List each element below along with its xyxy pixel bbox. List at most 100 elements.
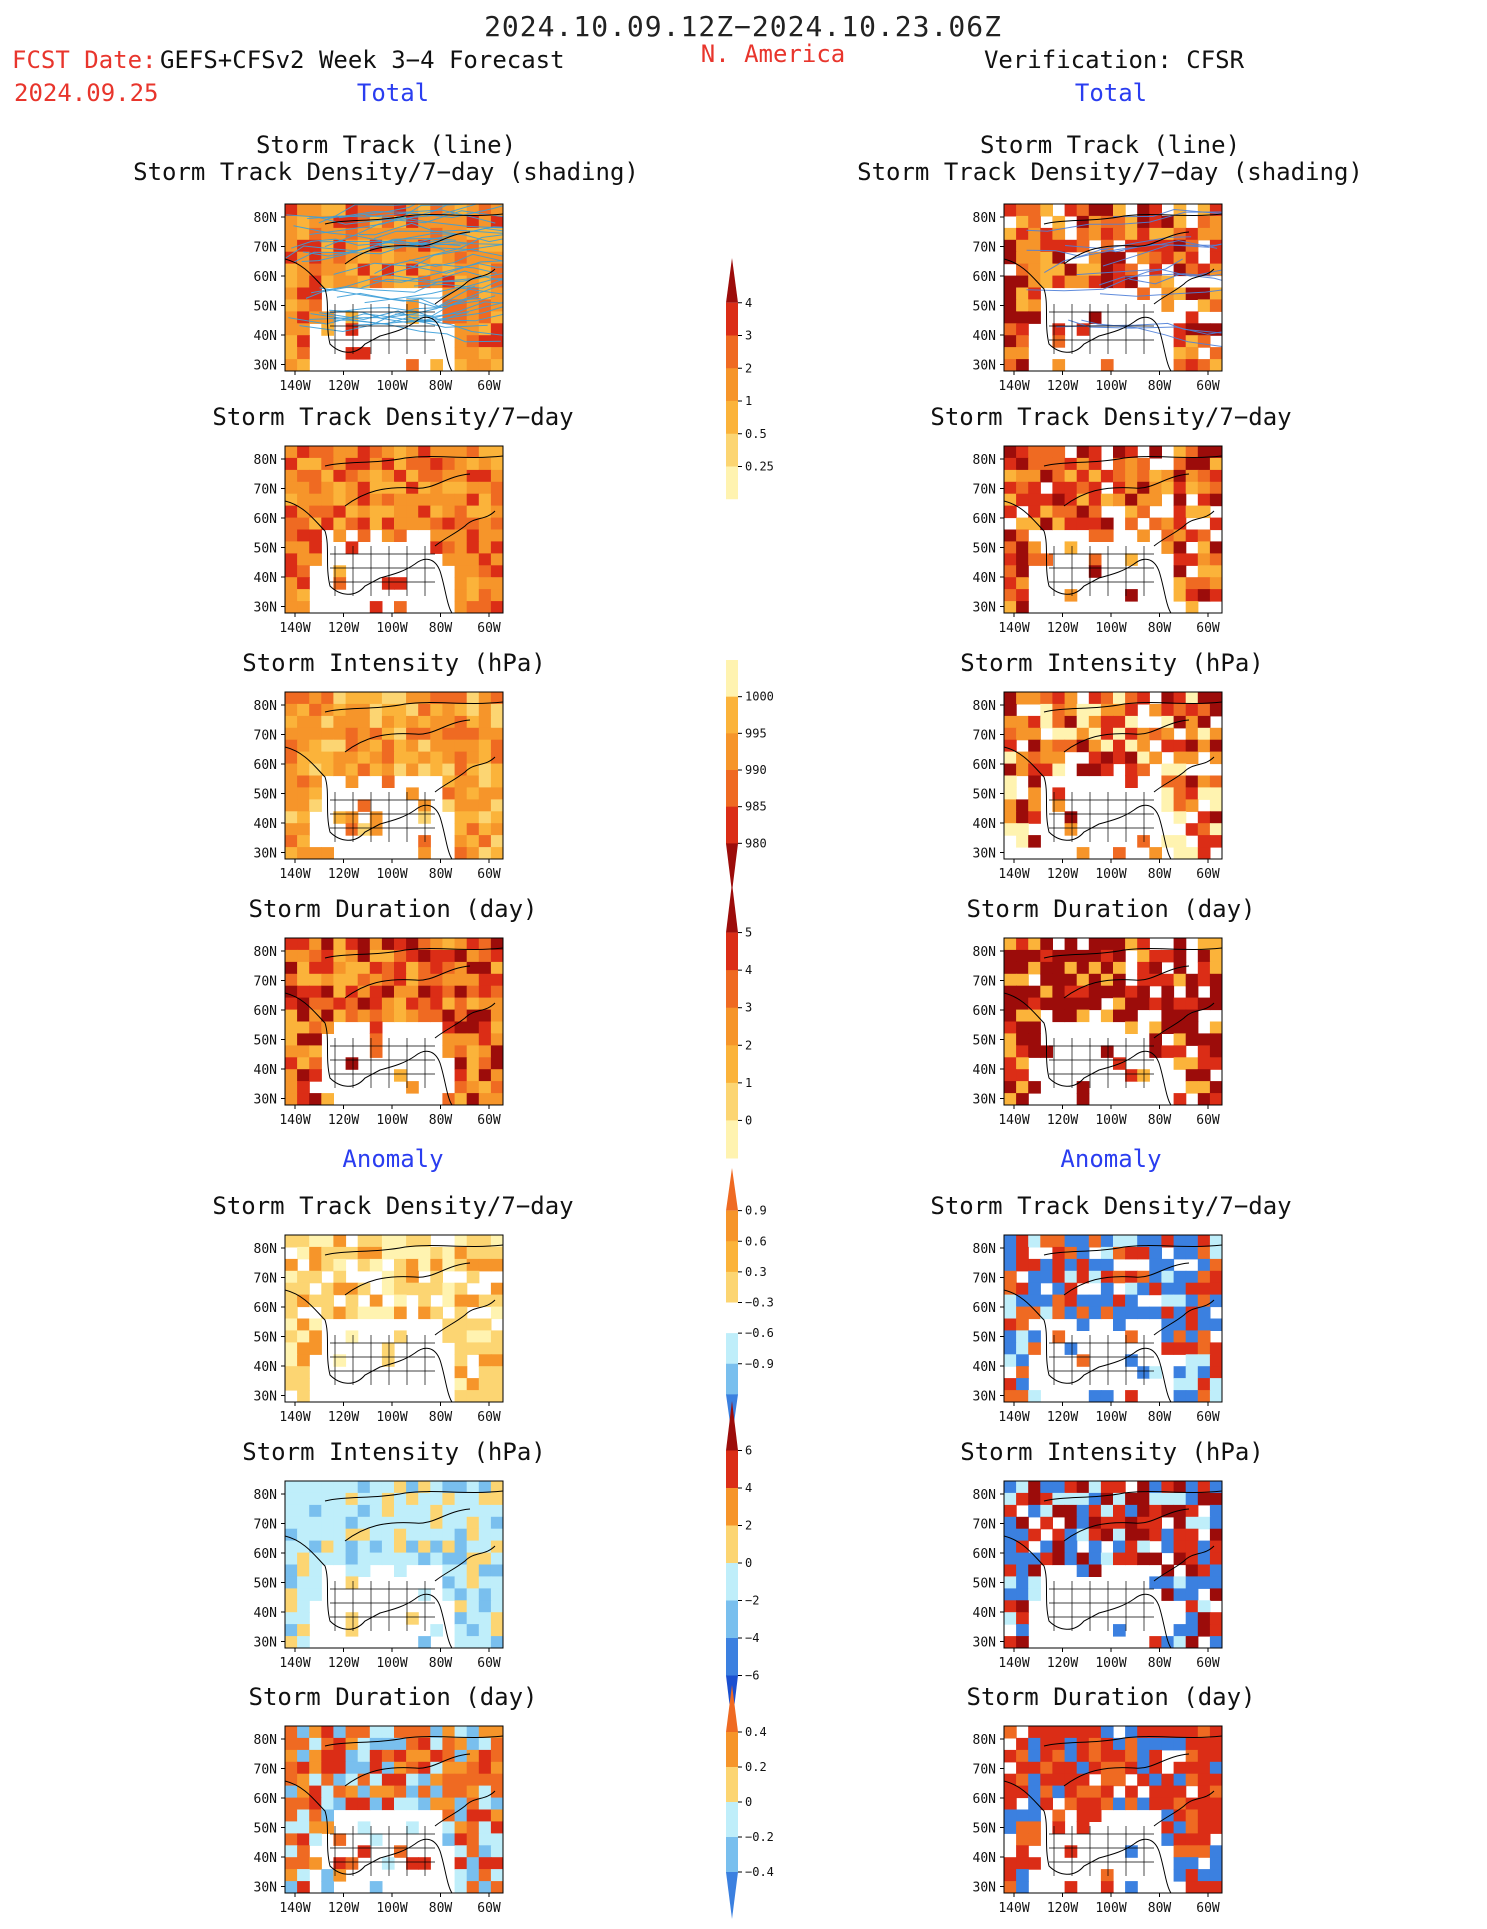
lat-label: 80N <box>254 945 277 960</box>
lon-label: 100W <box>1095 379 1126 394</box>
lat-label: 60N <box>973 1301 996 1316</box>
colorbar-label: 1 <box>745 1076 752 1090</box>
lat-label: 70N <box>254 1763 277 1778</box>
fcst-label: FCST Date: <box>12 46 157 74</box>
colorbar-label: 0 <box>745 1556 752 1570</box>
lon-label: 100W <box>376 1113 407 1128</box>
colorbar-label: 0.25 <box>745 460 774 474</box>
lat-label: 50N <box>254 788 277 803</box>
lat-label: 30N <box>973 1390 996 1405</box>
lon-label: 100W <box>1095 1901 1126 1916</box>
lat-label: 70N <box>254 1518 277 1533</box>
lon-label: 80W <box>1148 1410 1172 1425</box>
lat-label: 70N <box>973 1763 996 1778</box>
colorbar-label: 4 <box>745 963 752 977</box>
lat-label: 80N <box>254 699 277 714</box>
colorbar-label: 985 <box>745 800 767 814</box>
lon-label: 120W <box>328 867 359 882</box>
colorbar-label: 0.9 <box>745 1204 767 1218</box>
lat-label: 60N <box>973 1547 996 1562</box>
title-density-right: Storm Track Density/7−day <box>930 403 1292 431</box>
lon-label: 60W <box>477 1113 501 1128</box>
colorbar-label: 3 <box>745 1001 752 1015</box>
lat-label: 50N <box>254 1577 277 1592</box>
lon-label: 140W <box>279 1901 310 1916</box>
lat-label: 30N <box>973 359 996 374</box>
title-track-right: Storm Track (line) Storm Track Density/7−… <box>857 131 1363 186</box>
lat-label: 60N <box>973 758 996 773</box>
lat-label: 60N <box>254 512 277 527</box>
lon-label: 80W <box>1148 867 1172 882</box>
lat-label: 40N <box>973 817 996 832</box>
lat-label: 30N <box>973 847 996 862</box>
lat-label: 60N <box>254 1547 277 1562</box>
lat-label: 70N <box>973 241 996 256</box>
lon-label: 140W <box>998 867 1029 882</box>
lon-label: 120W <box>328 1901 359 1916</box>
lat-label: 50N <box>254 542 277 557</box>
lat-label: 50N <box>973 1577 996 1592</box>
colorbar-label: 0.2 <box>745 1760 767 1774</box>
title-density-left: Storm Track Density/7−day <box>212 403 574 431</box>
lat-label: 60N <box>254 1301 277 1316</box>
title-density-anom-left: Storm Track Density/7−day <box>212 1192 574 1220</box>
lon-label: 80W <box>429 1656 453 1671</box>
lat-label: 70N <box>254 729 277 744</box>
lat-label: 60N <box>254 758 277 773</box>
lon-label: 100W <box>376 867 407 882</box>
lat-label: 30N <box>254 1881 277 1896</box>
model-label: GEFS+CFSv2 Week 3−4 Forecast <box>160 46 565 74</box>
lon-label: 140W <box>279 621 310 636</box>
lon-label: 140W <box>998 621 1029 636</box>
title-duration-anom-left: Storm Duration (day) <box>248 1683 538 1711</box>
region-label: N. America <box>700 40 846 68</box>
lon-label: 60W <box>477 379 501 394</box>
title-intensity-left: Storm Intensity (hPa) <box>242 649 546 677</box>
lon-label: 140W <box>279 1410 310 1425</box>
lat-label: 80N <box>254 1733 277 1748</box>
title-track-left: Storm Track (line) Storm Track Density/7−… <box>133 131 639 186</box>
lon-label: 80W <box>429 621 453 636</box>
lat-label: 50N <box>254 1822 277 1837</box>
colorbar-label: −0.2 <box>745 1830 774 1844</box>
colorbar-label: 6 <box>745 1444 752 1458</box>
lon-label: 120W <box>1047 867 1078 882</box>
lat-label: 40N <box>254 1360 277 1375</box>
lon-label: 80W <box>1148 379 1172 394</box>
lat-label: 30N <box>973 601 996 616</box>
lon-label: 120W <box>1047 379 1078 394</box>
colorbar-label: 1000 <box>745 690 774 704</box>
colorbar-label: −6 <box>745 1669 759 1683</box>
lon-label: 120W <box>328 1410 359 1425</box>
lat-label: 30N <box>254 601 277 616</box>
lat-label: 80N <box>973 211 996 226</box>
lat-label: 40N <box>254 571 277 586</box>
lon-label: 80W <box>429 1901 453 1916</box>
lat-label: 50N <box>254 300 277 315</box>
lon-label: 140W <box>279 379 310 394</box>
lon-label: 120W <box>1047 1410 1078 1425</box>
lon-label: 60W <box>1196 1410 1220 1425</box>
lat-label: 40N <box>973 1360 996 1375</box>
colorbar-intensity-total: 1000 995 990 985 980 <box>726 660 774 892</box>
lon-label: 100W <box>376 621 407 636</box>
title-intensity-right: Storm Intensity (hPa) <box>960 649 1264 677</box>
colorbar-label: 2 <box>745 361 752 375</box>
lon-label: 60W <box>1196 1656 1220 1671</box>
lat-label: 70N <box>973 729 996 744</box>
lon-label: 140W <box>998 1113 1029 1128</box>
lat-label: 30N <box>973 1881 996 1896</box>
lon-label: 120W <box>1047 1901 1078 1916</box>
lon-label: 120W <box>1047 1113 1078 1128</box>
colorbar-label: 1 <box>745 394 752 408</box>
colorbar-duration-anom: 0.4 0.2 0 −0.2 −0.4 <box>726 1685 774 1919</box>
lat-label: 30N <box>254 1390 277 1405</box>
colorbar-label: 4 <box>745 296 752 310</box>
lat-label: 30N <box>254 1093 277 1108</box>
lon-label: 60W <box>1196 379 1220 394</box>
